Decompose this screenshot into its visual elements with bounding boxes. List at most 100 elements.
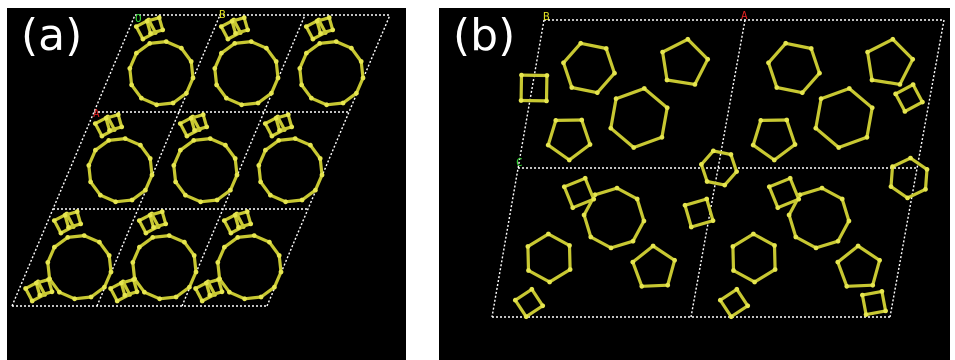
atom [582, 175, 588, 181]
atom [224, 95, 229, 101]
bond [284, 198, 304, 204]
bond [819, 86, 851, 101]
bond [134, 41, 152, 55]
atom [846, 86, 852, 91]
atom [883, 308, 888, 314]
bond [666, 258, 677, 287]
bond [631, 260, 644, 288]
atom [319, 172, 325, 178]
atom [275, 75, 281, 81]
atom [37, 292, 43, 298]
bond [911, 82, 924, 104]
bond [293, 137, 312, 147]
bond [567, 142, 592, 162]
atom [239, 102, 245, 108]
bond [192, 253, 198, 274]
atom [179, 45, 184, 51]
atom [910, 56, 916, 62]
bond [562, 176, 587, 189]
atom [704, 196, 710, 202]
bond [632, 135, 664, 150]
bond [784, 41, 813, 51]
atom [134, 50, 139, 56]
atom [184, 133, 190, 139]
atom [227, 289, 232, 295]
bond [766, 61, 779, 90]
bond [661, 50, 669, 82]
bond [66, 234, 86, 239]
atom [78, 221, 84, 227]
atom [204, 124, 210, 130]
atom [578, 40, 584, 46]
bond [172, 163, 178, 184]
bond [609, 126, 636, 150]
atom [717, 297, 723, 303]
atom [772, 267, 778, 272]
atom [594, 90, 600, 96]
atom [193, 286, 199, 291]
bond [87, 148, 98, 167]
atom [98, 192, 103, 198]
bond [308, 143, 322, 161]
bond [570, 85, 599, 95]
atom [118, 280, 124, 286]
cell-line [181, 14, 306, 307]
atom [203, 280, 209, 286]
atom [771, 157, 777, 163]
bond [595, 71, 617, 95]
atom [136, 218, 142, 224]
atom [138, 142, 143, 148]
atom [730, 244, 736, 249]
bond [274, 59, 280, 80]
atom [888, 184, 894, 190]
bond [192, 137, 212, 142]
bond [218, 277, 231, 294]
atom [641, 86, 647, 91]
bond [880, 289, 888, 313]
atom [299, 197, 305, 203]
atom [62, 212, 68, 218]
atom [639, 283, 645, 289]
bond [524, 304, 545, 319]
bond [513, 298, 528, 319]
atom [235, 235, 241, 240]
atom [232, 156, 238, 161]
bond [313, 173, 324, 192]
bond [836, 260, 849, 288]
bond [87, 163, 93, 184]
bond [718, 287, 739, 302]
atom [143, 187, 148, 193]
atom [193, 269, 199, 275]
atom [710, 148, 716, 154]
atom [910, 82, 916, 87]
atom [766, 60, 771, 66]
bond [631, 244, 655, 264]
atom [310, 36, 316, 42]
atom [170, 100, 176, 106]
atom [255, 100, 261, 106]
atom [232, 212, 238, 218]
atom [566, 157, 572, 163]
bond [705, 179, 727, 187]
atom [750, 142, 756, 148]
atom [784, 117, 790, 123]
bond [609, 97, 618, 130]
bond [148, 156, 154, 177]
bond [228, 173, 239, 192]
bond [660, 106, 669, 139]
panel-b-axis-a-label: A [741, 9, 748, 22]
atom [360, 75, 366, 81]
panel-a: (a) O B A [7, 8, 406, 360]
atom [219, 289, 225, 295]
atom [905, 195, 910, 201]
atom [318, 31, 323, 36]
atom [890, 36, 896, 42]
atom [129, 197, 135, 203]
bond [174, 285, 191, 299]
atom [745, 303, 751, 309]
bond [341, 91, 358, 105]
bond [561, 41, 583, 65]
bond [809, 46, 822, 75]
bond [526, 268, 552, 284]
atom [199, 298, 205, 304]
